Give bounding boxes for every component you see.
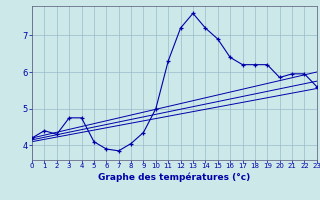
- X-axis label: Graphe des températures (°c): Graphe des températures (°c): [98, 172, 251, 182]
